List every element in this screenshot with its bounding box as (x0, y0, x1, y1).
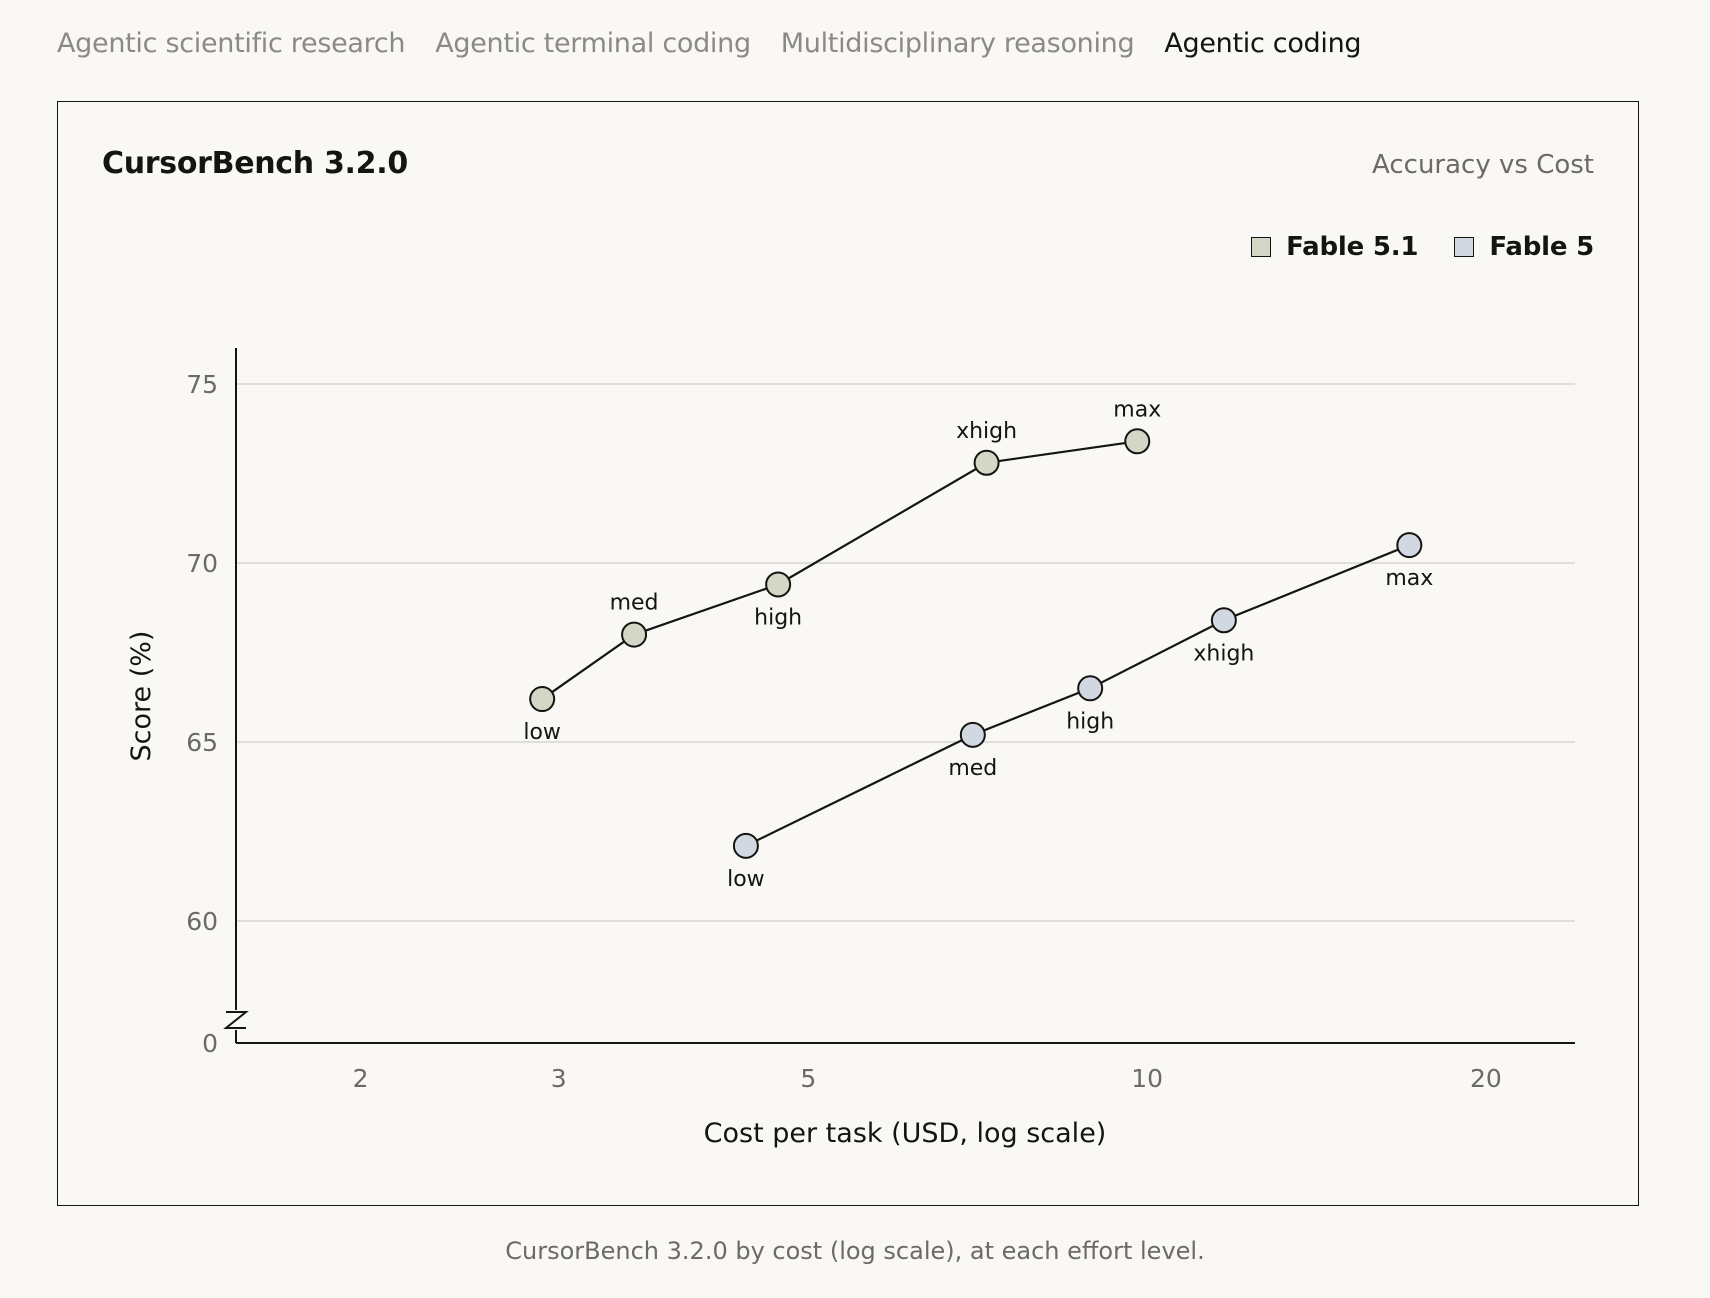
data-point-fable-5-high[interactable] (1077, 675, 1104, 702)
data-point-fable-5-1-xhigh[interactable] (973, 449, 1000, 476)
axes (223, 348, 1575, 1044)
data-label-fable-5-low: low (727, 867, 765, 892)
y-tick-label-75: 75 (186, 370, 218, 399)
tab-agentic-scientific-research[interactable]: Agentic scientific research (57, 28, 406, 59)
data-label-fable-5-max: max (1385, 566, 1433, 591)
data-point-fable-5-1-low[interactable] (529, 686, 556, 713)
legend-item-fable-5-1[interactable]: Fable 5.1 (1251, 232, 1419, 262)
legend-swatch-fable-5 (1454, 237, 1475, 257)
data-series: low med high xhigh max low med high xhigh max (523, 397, 1433, 892)
x-axis-label: Cost per task (USD, log scale) (704, 1118, 1107, 1149)
y-tick-label-60: 60 (186, 907, 218, 936)
legend-item-fable-5[interactable]: Fable 5 (1454, 232, 1594, 262)
data-label-fable-5-xhigh: xhigh (1193, 641, 1254, 666)
x-tick-label-3: 3 (551, 1064, 567, 1093)
data-label-fable-5-med: med (948, 756, 997, 781)
legend-label-fable-5: Fable 5 (1489, 232, 1594, 262)
legend-label-fable-5-1: Fable 5.1 (1286, 232, 1419, 262)
data-point-fable-5-1-max[interactable] (1124, 428, 1151, 455)
data-point-fable-5-1-high[interactable] (765, 571, 792, 598)
series-line-fable-5-1 (541, 440, 1138, 700)
data-point-fable-5-max[interactable] (1396, 532, 1423, 559)
chart-subtitle: Accuracy vs Cost (1372, 150, 1594, 180)
data-point-fable-5-low[interactable] (732, 832, 759, 859)
data-point-fable-5-med[interactable] (959, 721, 986, 748)
chart-caption: CursorBench 3.2.0 by cost (log scale), a… (505, 1237, 1205, 1265)
tab-agentic-terminal-coding[interactable]: Agentic terminal coding (435, 28, 751, 59)
chart-title: CursorBench 3.2.0 (102, 146, 408, 181)
tab-multidisciplinary-reasoning[interactable]: Multidisciplinary reasoning (780, 28, 1135, 59)
data-label-fable-5-1-low: low (523, 720, 561, 745)
legend-swatch-fable-5-1 (1251, 237, 1272, 257)
x-tick-label-2: 2 (353, 1064, 369, 1093)
y-tick-label-70: 70 (186, 549, 218, 578)
data-label-fable-5-1-max: max (1113, 397, 1161, 422)
gridlines (236, 383, 1575, 922)
data-point-fable-5-xhigh[interactable] (1210, 607, 1237, 634)
tick-labels: 60 65 70 75 0 2 3 5 10 20 (186, 370, 1502, 1093)
tab-bar: Agentic scientific research Agentic term… (57, 28, 1362, 59)
chart-legend: Fable 5.1 Fable 5 (1251, 232, 1594, 262)
data-label-fable-5-high: high (1066, 709, 1114, 734)
data-label-fable-5-1-high: high (754, 605, 802, 630)
tab-agentic-coding[interactable]: Agentic coding (1164, 28, 1362, 59)
x-tick-label-5: 5 (800, 1064, 816, 1093)
series-fable-5: low med high xhigh max (727, 532, 1433, 892)
x-tick-label-20: 20 (1470, 1064, 1502, 1093)
x-tick-label-10: 10 (1131, 1064, 1163, 1093)
chart-card: CursorBench 3.2.0 Accuracy vs Cost Fable… (57, 101, 1639, 1206)
y-tick-label-origin: 0 (202, 1029, 218, 1058)
data-label-fable-5-1-xhigh: xhigh (956, 419, 1017, 444)
y-axis-label: Score (%) (126, 631, 157, 762)
series-fable-5-1: low med high xhigh max (523, 397, 1161, 745)
data-label-fable-5-1-med: med (610, 591, 659, 616)
series-line-fable-5 (745, 544, 1410, 847)
y-tick-label-65: 65 (186, 728, 218, 757)
axis-break-icon (223, 1011, 249, 1029)
data-point-fable-5-1-med[interactable] (621, 621, 648, 648)
